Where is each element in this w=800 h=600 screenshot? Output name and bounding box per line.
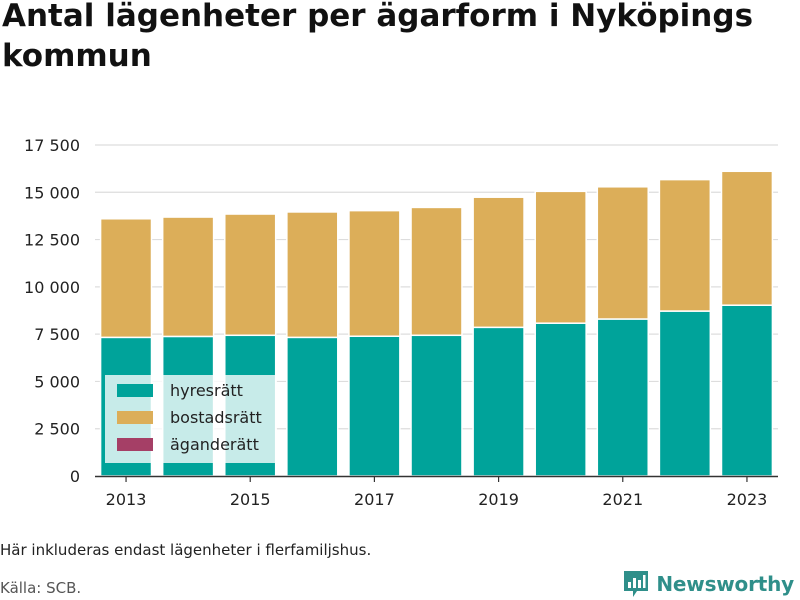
axes: 0 2 500 5 000 7 500 10 000 12 500 15 000 17 500… <box>24 136 778 509</box>
legend-label: hyresrätt <box>170 380 243 400</box>
bar-bostadsrätt-2014 <box>161 216 215 338</box>
bar-bostadsrätt-2019 <box>472 196 525 329</box>
legend-swatch <box>117 410 153 424</box>
legend-item-hyresratt: hyresrätt <box>117 379 243 401</box>
y-tick-label: 12 500 <box>24 231 80 250</box>
brand-logo[interactable]: Newsworthy <box>622 569 794 599</box>
bar-bostadsrätt-2021 <box>596 186 649 320</box>
bar-bostadsrätt-2013 <box>99 218 153 339</box>
bar-hyresrätt-2017 <box>348 335 401 477</box>
y-tick-label: 7 500 <box>34 325 80 344</box>
x-tick-label: 2023 <box>727 490 768 509</box>
bar-hyresrätt-2018 <box>410 334 463 477</box>
x-tick-label: 2019 <box>478 490 519 509</box>
legend-swatch <box>117 383 153 397</box>
bar-hyresrätt-2020 <box>534 322 587 477</box>
x-tick-label: 2021 <box>602 490 643 509</box>
bar-bostadsrätt-2016 <box>286 211 339 339</box>
y-tick-label: 5 000 <box>34 372 80 391</box>
legend: hyresrätt bostadsrätt äganderätt <box>105 375 277 463</box>
bar-bostadsrätt-2022 <box>658 178 712 312</box>
bar-bostadsrätt-2020 <box>534 190 587 324</box>
bar-hyresrätt-2023 <box>720 304 774 477</box>
bar-bostadsrätt-2015 <box>224 213 277 337</box>
y-tick-label: 17 500 <box>24 136 80 155</box>
legend-item-bostadsratt: bostadsrätt <box>117 406 262 428</box>
chart-title: Antal lägenheter per ägarform i Nyköping… <box>2 0 754 74</box>
legend-swatch <box>117 437 153 451</box>
chart-note: Här inkluderas endast lägenheter i flerf… <box>0 541 372 559</box>
legend-label: äganderätt <box>170 434 259 454</box>
bar-bostadsrätt-2018 <box>410 206 463 337</box>
x-tick-label: 2013 <box>106 490 147 509</box>
bar-bostadsrätt-2017 <box>348 209 401 337</box>
bar-hyresrätt-2016 <box>286 336 339 477</box>
x-tick-label: 2017 <box>354 490 395 509</box>
y-tick-label: 10 000 <box>24 278 80 297</box>
bar-bostadsrätt-2023 <box>720 170 774 306</box>
bar-hyresrätt-2022 <box>658 310 712 477</box>
bar-hyresrätt-2021 <box>596 318 649 477</box>
bar-hyresrätt-2019 <box>472 326 525 477</box>
legend-label: bostadsrätt <box>170 407 262 427</box>
chart-source: Källa: SCB. <box>0 579 82 597</box>
y-tick-label: 15 000 <box>24 183 80 202</box>
brand-name: Newsworthy <box>656 572 794 596</box>
x-tick-label: 2015 <box>230 490 271 509</box>
y-tick-label: 0 <box>70 467 80 486</box>
newsworthy-logo-icon <box>624 571 649 597</box>
legend-item-aganderatt: äganderätt <box>117 433 259 455</box>
y-tick-label: 2 500 <box>34 420 80 439</box>
